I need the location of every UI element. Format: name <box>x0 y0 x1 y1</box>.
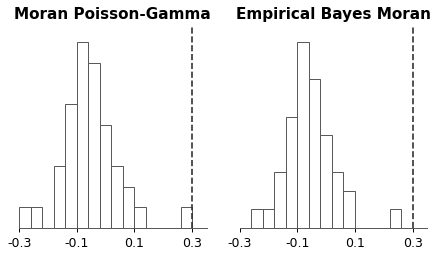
FancyBboxPatch shape <box>390 209 401 228</box>
FancyBboxPatch shape <box>19 207 31 228</box>
Title: Moran Poisson-Gamma: Moran Poisson-Gamma <box>14 7 211 22</box>
FancyBboxPatch shape <box>251 209 263 228</box>
FancyBboxPatch shape <box>286 116 297 228</box>
FancyBboxPatch shape <box>181 207 192 228</box>
FancyBboxPatch shape <box>263 209 274 228</box>
FancyBboxPatch shape <box>332 172 343 228</box>
FancyBboxPatch shape <box>112 166 123 228</box>
FancyBboxPatch shape <box>123 187 135 228</box>
FancyBboxPatch shape <box>274 172 286 228</box>
FancyBboxPatch shape <box>320 135 332 228</box>
FancyBboxPatch shape <box>297 42 309 228</box>
FancyBboxPatch shape <box>100 125 112 228</box>
FancyBboxPatch shape <box>89 63 100 228</box>
FancyBboxPatch shape <box>309 79 320 228</box>
FancyBboxPatch shape <box>77 42 89 228</box>
FancyBboxPatch shape <box>54 166 65 228</box>
FancyBboxPatch shape <box>343 191 355 228</box>
FancyBboxPatch shape <box>65 104 77 228</box>
FancyBboxPatch shape <box>31 207 42 228</box>
Title: Empirical Bayes Moran: Empirical Bayes Moran <box>236 7 431 22</box>
FancyBboxPatch shape <box>135 207 146 228</box>
